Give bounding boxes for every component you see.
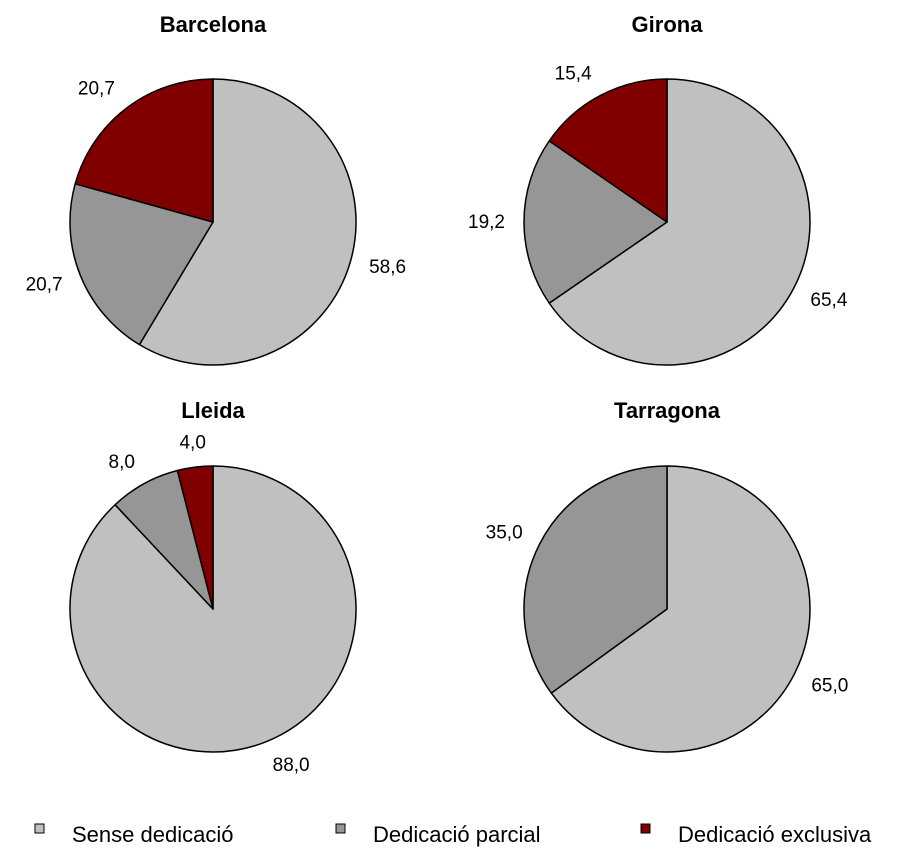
legend-item-sense-dedicacio: Sense dedicació bbox=[34, 822, 233, 847]
pie-girona: Girona 65,4 19,2 15,4 bbox=[468, 12, 848, 366]
data-label-barcelona-dedicacio-parcial: 20,7 bbox=[26, 274, 63, 295]
pie-slice-barcelona-dedicacio-parcial bbox=[69, 183, 214, 346]
data-label-girona-dedicacio-exclusiva: 15,4 bbox=[555, 63, 592, 84]
legend-swatch-sense-dedicacio bbox=[34, 823, 45, 834]
legend: Sense dedicació Dedicació parcial Dedica… bbox=[34, 822, 872, 847]
pie-slice-lleida-sense-dedicacio bbox=[69, 465, 357, 753]
legend-item-dedicacio-exclusiva: Dedicació exclusiva bbox=[640, 822, 872, 847]
pie-slice-barcelona-dedicacio-exclusiva bbox=[74, 78, 214, 223]
pie-slice-lleida-dedicacio-exclusiva bbox=[176, 465, 214, 610]
pie-slice-girona-dedicacio-parcial bbox=[523, 140, 668, 304]
pie-slice-barcelona-sense-dedicacio bbox=[138, 78, 357, 366]
legend-item-dedicacio-parcial: Dedicació parcial bbox=[335, 822, 541, 847]
legend-label-dedicacio-exclusiva: Dedicació exclusiva bbox=[678, 822, 872, 847]
data-label-girona-sense-dedicacio: 65,4 bbox=[810, 290, 847, 311]
pie-title-barcelona: Barcelona bbox=[160, 12, 267, 37]
pie-slice-tarragona-sense-dedicacio bbox=[550, 465, 811, 753]
pie-slice-girona-sense-dedicacio bbox=[548, 78, 811, 366]
pie-title-tarragona: Tarragona bbox=[614, 398, 721, 423]
legend-swatch-dedicacio-parcial bbox=[335, 823, 346, 834]
legend-swatch-dedicacio-exclusiva bbox=[640, 823, 651, 834]
legend-label-dedicacio-parcial: Dedicació parcial bbox=[373, 822, 541, 847]
data-label-lleida-sense-dedicacio: 88,0 bbox=[273, 755, 310, 776]
data-label-girona-dedicacio-parcial: 19,2 bbox=[468, 212, 505, 233]
pie-title-lleida: Lleida bbox=[181, 398, 245, 423]
data-label-barcelona-dedicacio-exclusiva: 20,7 bbox=[78, 78, 115, 99]
data-label-barcelona-sense-dedicacio: 58,6 bbox=[369, 257, 406, 278]
data-label-tarragona-dedicacio-parcial: 35,0 bbox=[486, 523, 523, 544]
pie-slice-tarragona-dedicacio-parcial bbox=[523, 465, 668, 694]
legend-label-sense-dedicacio: Sense dedicació bbox=[72, 822, 233, 847]
data-label-lleida-dedicacio-parcial: 8,0 bbox=[109, 452, 135, 473]
pie-tarragona: Tarragona 65,0 35,0 bbox=[486, 398, 848, 753]
data-label-tarragona-sense-dedicacio: 65,0 bbox=[811, 675, 848, 696]
pie-barcelona: Barcelona 58,6 20,7 20,7 bbox=[26, 12, 406, 366]
pie-title-girona: Girona bbox=[632, 12, 704, 37]
pie-lleida: Lleida 88,0 8,0 4,0 bbox=[69, 398, 357, 776]
pie-slice-girona-dedicacio-exclusiva bbox=[548, 78, 668, 223]
data-label-lleida-dedicacio-exclusiva: 4,0 bbox=[179, 432, 205, 453]
